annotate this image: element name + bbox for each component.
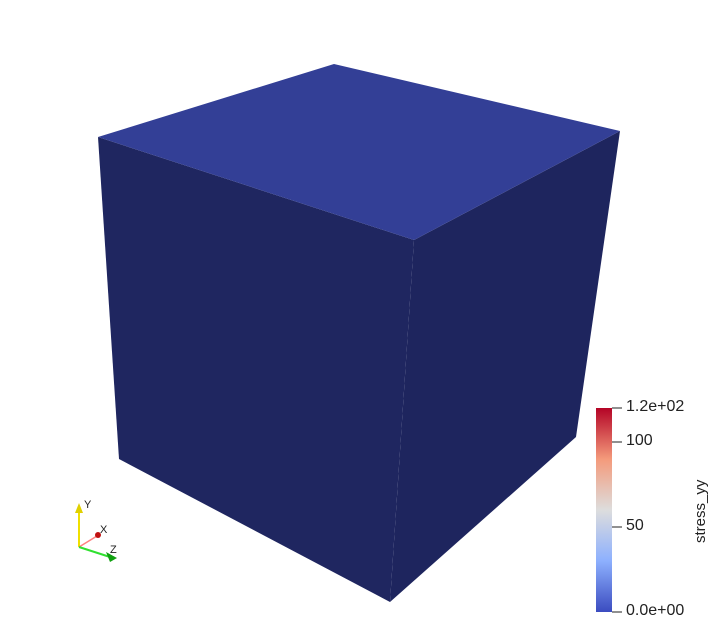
colorbar-title: stress_yy [692,479,709,543]
colorbar-tick-label: 0.0e+00 [626,602,685,619]
cube-top-face [98,64,620,240]
cube-right-face [390,131,620,602]
colorbar-tick-label: 50 [626,517,644,534]
colorbar-gradient [596,408,612,612]
axis-y-label: Y [84,499,92,511]
colorbar-tick-label: 1.2e+02 [626,398,685,415]
axis-z-label: Z [110,544,117,556]
colorbar-tick-label: 100 [626,432,653,449]
axis-x-label: X [100,524,108,536]
orientation-axes [75,503,117,562]
cube-left-face [98,137,414,602]
